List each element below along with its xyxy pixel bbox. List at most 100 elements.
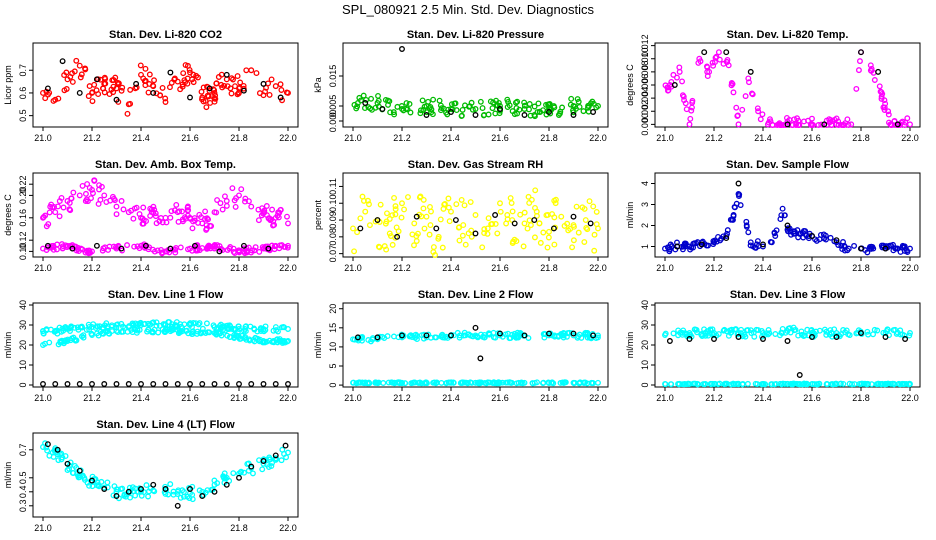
data-point xyxy=(380,380,387,386)
data-point xyxy=(507,195,514,201)
data-point xyxy=(220,473,227,480)
data-point xyxy=(701,241,708,248)
y-tick-label: 0.10 xyxy=(328,194,338,212)
data-point xyxy=(162,486,169,492)
data-point xyxy=(58,456,65,463)
data-point xyxy=(211,245,218,252)
data-point xyxy=(210,322,217,329)
y-tick-label: 0.10 xyxy=(18,243,28,261)
data-point xyxy=(683,381,689,388)
data-point xyxy=(485,215,492,222)
data-point xyxy=(456,334,463,341)
data-point xyxy=(44,447,51,454)
data-point xyxy=(802,228,809,235)
data-point xyxy=(270,218,277,225)
data-point xyxy=(158,246,165,253)
data-point xyxy=(69,79,76,85)
data-point xyxy=(525,335,532,341)
data-point xyxy=(674,74,680,81)
data-point xyxy=(733,104,740,111)
data-point xyxy=(777,380,784,387)
data-point xyxy=(80,334,87,341)
chart-panel: Stan. Dev. Li-820 Temp. degrees C 21.0 21.2… xyxy=(625,29,921,143)
data-point xyxy=(423,213,430,220)
data-point xyxy=(62,453,69,460)
data-point xyxy=(195,219,202,226)
data-point xyxy=(529,380,536,387)
data-point xyxy=(546,109,552,115)
data-point xyxy=(203,320,210,327)
data-point xyxy=(252,244,259,251)
data-point xyxy=(408,380,415,387)
data-point xyxy=(196,320,203,327)
data-point xyxy=(777,122,783,128)
data-point xyxy=(275,209,282,216)
data-point xyxy=(379,106,386,112)
data-point xyxy=(212,95,219,102)
data-point xyxy=(889,380,896,387)
chart-panel: Stan. Dev. Line 1 Flow ml/min 21.0 21.2 21.4… xyxy=(3,289,299,403)
data-point xyxy=(230,76,236,83)
data-point xyxy=(479,244,486,251)
data-point xyxy=(389,241,396,248)
data-point xyxy=(868,65,875,72)
data-point xyxy=(236,381,242,387)
data-point xyxy=(241,469,248,476)
data-point xyxy=(521,332,528,339)
data-point xyxy=(417,107,424,114)
data-point xyxy=(904,249,911,255)
data-point xyxy=(362,208,369,215)
data-point xyxy=(243,67,250,74)
data-point xyxy=(228,90,235,97)
data-point xyxy=(278,457,285,464)
data-point xyxy=(40,330,47,337)
data-point xyxy=(271,246,278,253)
data-point xyxy=(262,327,269,333)
data-point xyxy=(793,122,799,128)
chart-title: Stan. Dev. Amb. Box Temp. xyxy=(95,159,236,171)
data-point xyxy=(520,243,527,250)
data-point xyxy=(788,231,794,238)
data-point xyxy=(425,98,432,105)
data-point xyxy=(511,330,518,337)
data-point xyxy=(497,208,504,215)
data-point xyxy=(698,241,705,248)
data-point xyxy=(399,200,405,207)
data-point xyxy=(167,214,174,221)
x-tick-label: 21.6 xyxy=(491,133,509,143)
data-point xyxy=(787,228,794,235)
data-point xyxy=(701,381,708,388)
data-point xyxy=(489,105,496,112)
data-point xyxy=(178,328,185,335)
data-point xyxy=(80,332,87,339)
data-point xyxy=(194,330,200,337)
x-tick-label: 21.4 xyxy=(442,263,460,273)
plot-frame xyxy=(32,42,299,128)
y-tick-label: 40 xyxy=(18,300,28,310)
data-point xyxy=(757,116,764,123)
data-point xyxy=(42,212,49,219)
data-point xyxy=(54,241,61,248)
y-tick-label: 0.000 xyxy=(328,110,338,133)
x-tick-label: 21.2 xyxy=(705,133,723,143)
data-point xyxy=(133,204,140,211)
data-point xyxy=(545,234,552,241)
data-point xyxy=(187,94,193,101)
data-point xyxy=(818,121,825,128)
data-point xyxy=(591,231,598,238)
data-point xyxy=(686,336,693,342)
data-point xyxy=(218,81,225,88)
data-point xyxy=(582,330,588,337)
data-point xyxy=(430,244,437,251)
data-point xyxy=(494,230,501,237)
data-point xyxy=(179,208,185,215)
data-point xyxy=(142,65,149,72)
data-point xyxy=(391,380,398,387)
data-point xyxy=(472,212,479,218)
data-point xyxy=(76,381,83,387)
data-point xyxy=(366,201,372,208)
data-point xyxy=(721,326,728,333)
data-point xyxy=(230,248,237,255)
data-point xyxy=(406,101,413,107)
